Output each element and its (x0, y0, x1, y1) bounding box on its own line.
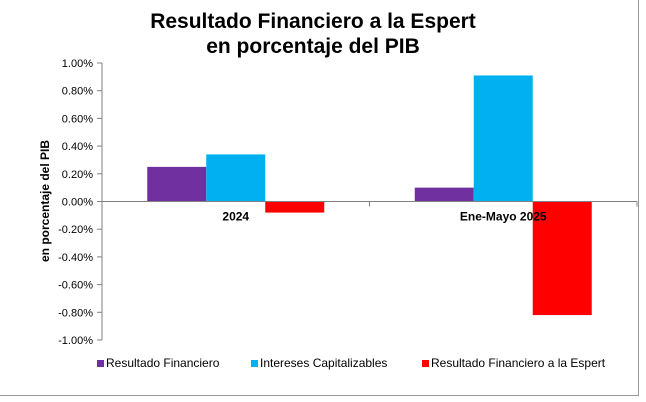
bar-resultado-financiero-1 (414, 187, 474, 202)
y-tick-label: -0.40% (58, 252, 93, 264)
bar-resultado-financiero-a-la-espert-0 (265, 201, 325, 213)
legend-label: Resultado Financiero (106, 356, 220, 370)
y-tick-label: 0.80% (62, 86, 93, 98)
y-tick-label: -0.80% (58, 307, 93, 319)
y-tick-label: 0.20% (62, 169, 93, 181)
legend-label: Intereses Capitalizables (260, 356, 387, 370)
bar-resultado-financiero-0 (147, 166, 207, 202)
x-category-label: Ene-Mayo 2025 (460, 210, 547, 224)
y-tick-label: -1.00% (58, 335, 93, 347)
chart-title-line: en porcentaje del PIB (206, 35, 420, 58)
y-tick-label: 0.00% (62, 197, 93, 209)
y-tick-label: 0.40% (62, 141, 93, 153)
y-tick-label: -0.20% (58, 224, 93, 236)
chart-border-right (638, 0, 639, 395)
y-tick-label: -0.60% (58, 280, 93, 292)
chart-title: Resultado Financiero a la Espert en porce… (150, 10, 476, 58)
legend-swatch (251, 360, 258, 367)
chart-border-bottom (0, 395, 639, 396)
y-tick-label: 0.60% (62, 113, 93, 125)
x-category-label: 2024 (222, 210, 249, 224)
y-tick-label: 1.00% (62, 58, 93, 70)
legend-label: Resultado Financiero a la Espert (431, 356, 606, 370)
bar-resultado-financiero-a-la-espert-1 (532, 201, 592, 316)
legend-swatch (97, 360, 104, 367)
bar-intereses-capitalizables-1 (473, 75, 533, 202)
legend-swatch (422, 360, 429, 367)
chart-title-line: Resultado Financiero a la Espert (150, 10, 476, 33)
y-axis-label: en porcentaje del PIB (38, 140, 52, 262)
bar-intereses-capitalizables-0 (206, 154, 266, 202)
